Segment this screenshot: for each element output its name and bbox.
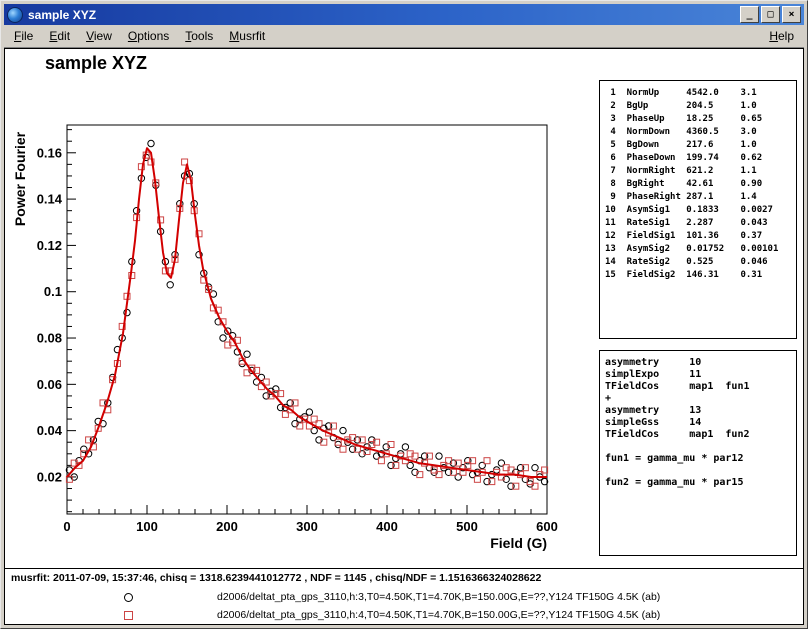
theory-line: fun2 = gamma_mu * par15	[605, 477, 796, 489]
svg-text:0.02: 0.02	[37, 469, 62, 484]
legend-label: d2006/deltat_pta_gps_3110,h:4,T0=4.50K,T…	[217, 609, 660, 621]
param-row: 13 AsymSig2 0.01752 0.00101	[605, 243, 796, 256]
window-titlebar[interactable]: sample XYZ _ □ ×	[4, 4, 804, 25]
theory-line: simplExpo 11	[605, 369, 796, 381]
theory-line: asymmetry 13	[605, 405, 796, 417]
svg-text:600: 600	[536, 519, 558, 534]
menu-item-tools[interactable]: Tools	[177, 26, 221, 46]
param-row: 2 BgUp 204.5 1.0	[605, 100, 796, 113]
theory-box: asymmetry 10simplExpo 11TFieldCos map1 f…	[599, 350, 797, 556]
svg-text:Power Fourier: Power Fourier	[12, 131, 28, 226]
param-row: 11 RateSig1 2.287 0.043	[605, 217, 796, 230]
theory-line: asymmetry 10	[605, 357, 796, 369]
canvas-area: sample XYZ 01002003004005006000.020.040.…	[4, 48, 804, 625]
svg-text:0.1: 0.1	[44, 284, 62, 299]
menu-item-options[interactable]: Options	[120, 26, 177, 46]
theory-line: simpleGss 14	[605, 417, 796, 429]
theory-line: +	[605, 393, 796, 405]
param-row: 7 NormRight 621.2 1.1	[605, 165, 796, 178]
param-row: 5 BgDown 217.6 1.0	[605, 139, 796, 152]
theory-line: fun1 = gamma_mu * par12	[605, 453, 796, 465]
param-row: 6 PhaseDown 199.74 0.62	[605, 152, 796, 165]
circle-marker-icon	[124, 593, 133, 602]
svg-text:500: 500	[456, 519, 478, 534]
app-icon	[7, 7, 23, 23]
param-row: 10 AsymSig1 0.1833 0.0027	[605, 204, 796, 217]
param-row: 12 FieldSig1 101.36 0.37	[605, 230, 796, 243]
legend-entry: d2006/deltat_pta_gps_3110,h:4,T0=4.50K,T…	[5, 607, 803, 623]
app-window: sample XYZ _ □ × FileEditViewOptionsTool…	[0, 0, 808, 629]
svg-text:300: 300	[296, 519, 318, 534]
menu-item-help[interactable]: Help	[761, 26, 802, 46]
param-row: 4 NormDown 4360.5 3.0	[605, 126, 796, 139]
svg-text:0.12: 0.12	[37, 238, 62, 253]
window-title: sample XYZ	[28, 8, 738, 22]
param-row: 15 FieldSig2 146.31 0.31	[605, 269, 796, 282]
svg-text:0.08: 0.08	[37, 331, 62, 346]
maximize-icon: □	[767, 9, 773, 20]
menu-item-musrfit[interactable]: Musrfit	[221, 26, 273, 46]
svg-text:400: 400	[376, 519, 398, 534]
param-row: 9 PhaseRight 287.1 1.4	[605, 191, 796, 204]
param-row: 14 RateSig2 0.525 0.046	[605, 256, 796, 269]
pad-divider	[5, 568, 803, 569]
svg-text:100: 100	[136, 519, 158, 534]
svg-text:Field (G): Field (G)	[490, 535, 547, 551]
close-button[interactable]: ×	[782, 6, 801, 23]
square-marker-icon	[124, 611, 133, 620]
theory-line: TFieldCos map1 fun2	[605, 429, 796, 441]
minimize-button[interactable]: _	[740, 6, 759, 23]
close-icon: ×	[788, 9, 794, 20]
theory-line: TFieldCos map1 fun1	[605, 381, 796, 393]
menu-item-view[interactable]: View	[78, 26, 120, 46]
parameter-box: 1 NormUp 4542.0 3.1 2 BgUp 204.5 1.0 3 P…	[599, 80, 797, 339]
theory-line	[605, 465, 796, 477]
menu-item-edit[interactable]: Edit	[41, 26, 78, 46]
svg-text:0.16: 0.16	[37, 145, 62, 160]
menu-items: FileEditViewOptionsToolsMusrfit	[6, 26, 273, 46]
theory-line	[605, 441, 796, 453]
svg-text:200: 200	[216, 519, 238, 534]
menu-item-file[interactable]: File	[6, 26, 41, 46]
svg-text:0: 0	[63, 519, 70, 534]
plot-area[interactable]: 0 100 200 300 400 500 600 0.02 0.04 0.06 0.08 0.1 0.…	[5, 49, 605, 569]
legend-entry: d2006/deltat_pta_gps_3110,h:3,T0=4.50K,T…	[5, 589, 803, 605]
svg-text:0.06: 0.06	[37, 377, 62, 392]
svg-text:0.04: 0.04	[37, 423, 63, 438]
fit-status-line: musrfit: 2011-07-09, 15:37:46, chisq = 1…	[11, 572, 541, 584]
legend-label: d2006/deltat_pta_gps_3110,h:3,T0=4.50K,T…	[217, 591, 660, 603]
param-row: 1 NormUp 4542.0 3.1	[605, 87, 796, 100]
param-row: 8 BgRight 42.61 0.90	[605, 178, 796, 191]
svg-text:0.14: 0.14	[37, 192, 63, 207]
menubar: FileEditViewOptionsToolsMusrfit Help	[4, 25, 804, 48]
minimize-icon: _	[746, 9, 752, 20]
param-row: 3 PhaseUp 18.25 0.65	[605, 113, 796, 126]
maximize-button[interactable]: □	[761, 6, 780, 23]
